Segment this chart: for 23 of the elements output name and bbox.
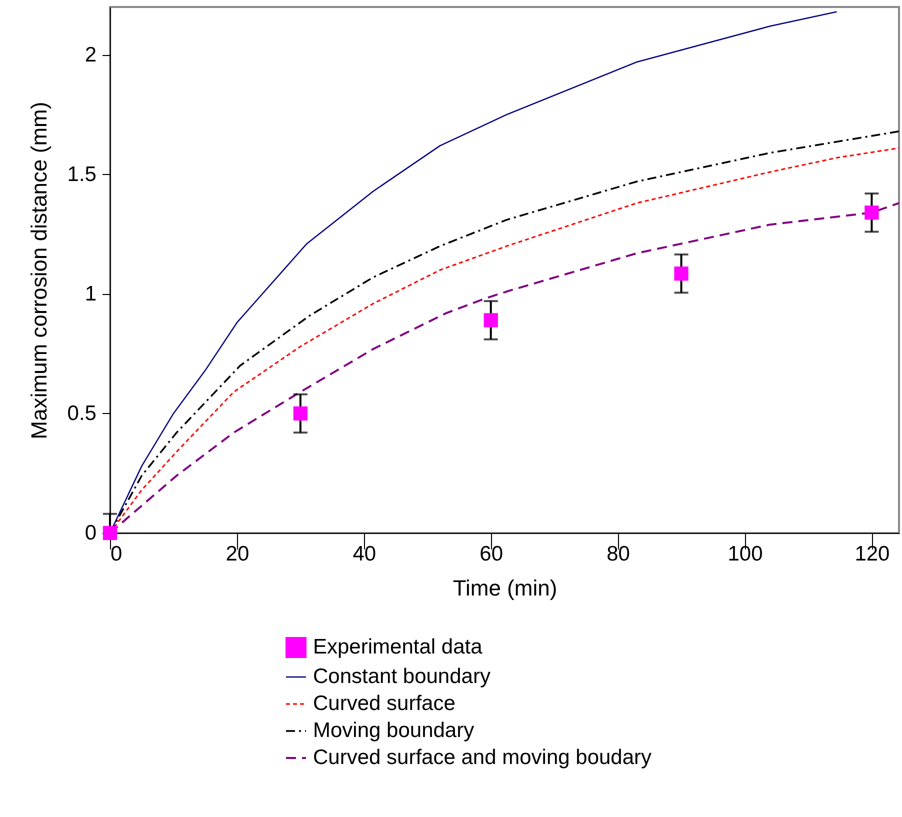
legend-label: Constant boundary [313,665,491,688]
legend-label: Moving boundary [313,719,475,742]
point [484,313,498,328]
y-tick-label: 1 [84,282,96,306]
x-tick-label: 20 [226,542,250,566]
x-axis-title: Time (min) [452,576,558,600]
x-tick-label: 0 [110,542,122,566]
point [293,406,308,421]
point [674,266,688,281]
x-tick-label: 40 [352,542,376,566]
legend-label: Experimental data [313,636,483,658]
legend-label: Curved surface and moving boudary [313,746,652,769]
y-tick-label: 1.5 [67,162,96,186]
point [864,206,879,220]
legend-label: Curved surface [313,692,456,715]
x-tick-label: 60 [480,542,504,566]
y-tick-label: 0.5 [67,402,96,425]
y-tick-label: 0 [84,522,96,544]
x-tick-label: 100 [728,542,763,566]
y-tick-label: 2 [84,43,96,66]
x-tick-label: 80 [606,542,630,566]
x-tick-label: 120 [854,542,890,566]
y-axis-title: Maximum corrosion distance (mm) [26,102,52,440]
